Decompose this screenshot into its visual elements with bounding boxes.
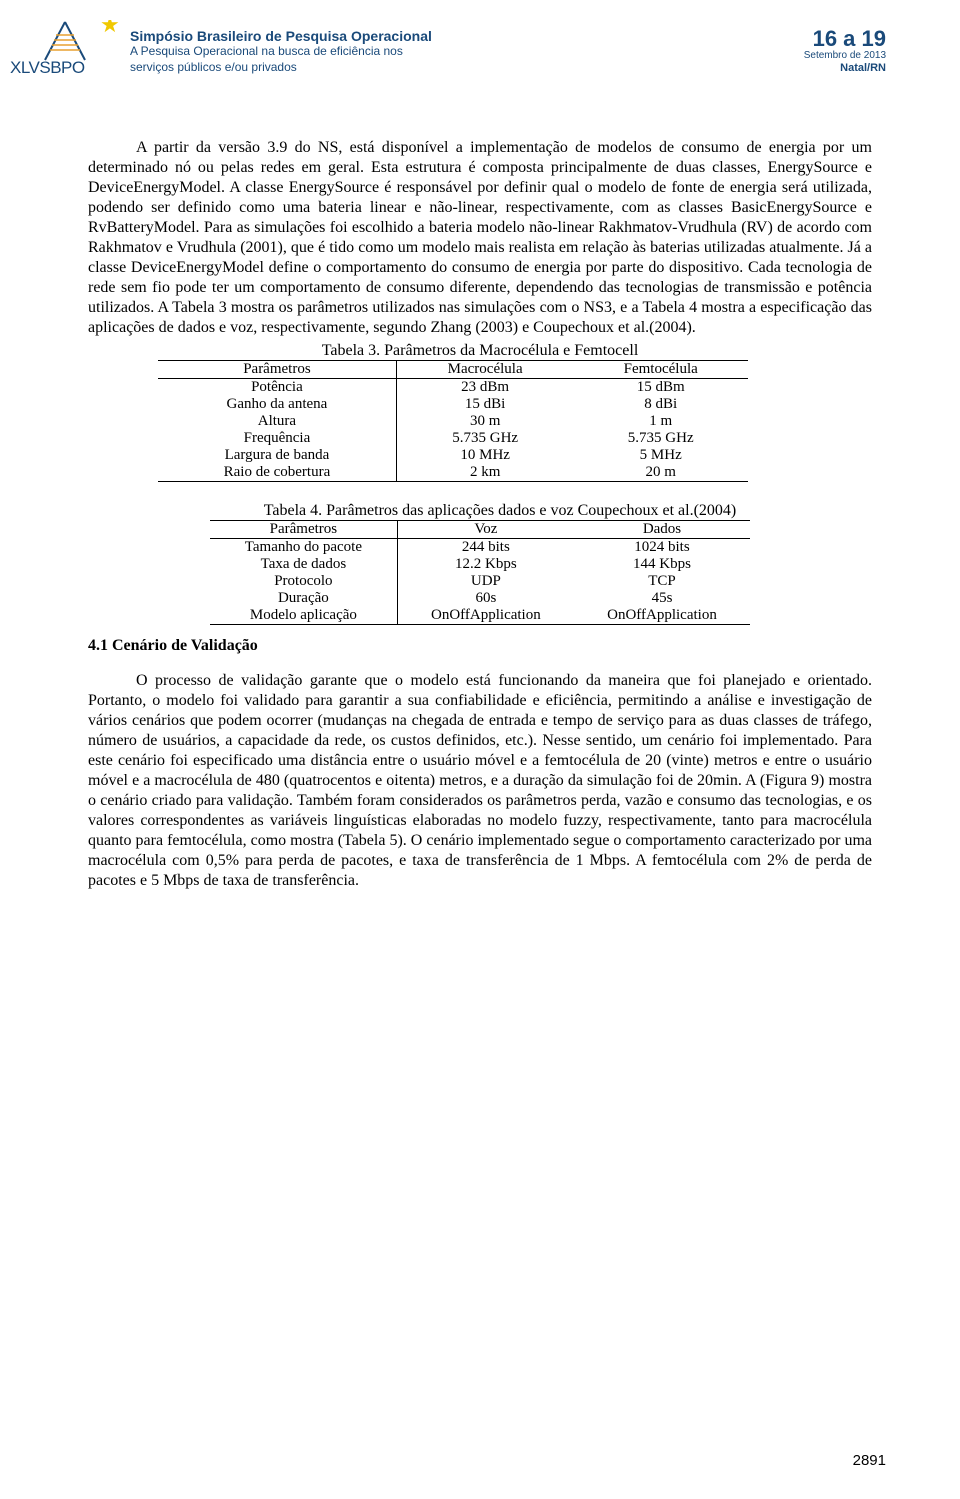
header-right: 16 a 19 Setembro de 2013 Natal/RN (804, 18, 886, 74)
table-row: Duração60s45s (210, 590, 750, 607)
table-row: Taxa de dados12.2 Kbps144 Kbps (210, 556, 750, 573)
header-title-block: Simpósio Brasileiro de Pesquisa Operacio… (130, 18, 432, 75)
paragraph-1: A partir da versão 3.9 do NS, está dispo… (88, 138, 872, 338)
table3-h0: Parâmetros (158, 361, 396, 379)
table-row: ProtocoloUDPTCP (210, 573, 750, 590)
page-content: A partir da versão 3.9 do NS, está dispo… (0, 88, 960, 891)
table4: Parâmetros Voz Dados Tamanho do pacote24… (210, 520, 750, 625)
table-row: Potência23 dBm15 dBm (158, 379, 748, 397)
table3-body: Potência23 dBm15 dBm Ganho da antena15 d… (158, 379, 748, 482)
table3-h2: Femtocélula (573, 361, 748, 379)
table3-caption: Tabela 3. Parâmetros da Macrocélula e Fe… (88, 342, 872, 360)
logo-text: XLVSBPO (10, 58, 85, 78)
table3-h1: Macrocélula (396, 361, 573, 379)
table-row: Largura de banda10 MHz5 MHz (158, 447, 748, 464)
table4-h1: Voz (397, 521, 574, 539)
table-row: Frequência5.735 GHz5.735 GHz (158, 430, 748, 447)
table4-body: Tamanho do pacote244 bits1024 bits Taxa … (210, 539, 750, 625)
page-number: 2891 (853, 1452, 886, 1469)
conference-logo: ★ XLVSBPO (10, 18, 120, 78)
event-month: Setembro de 2013 (804, 50, 886, 62)
event-location: Natal/RN (804, 62, 886, 74)
table-row: Ganho da antena15 dBi8 dBi (158, 396, 748, 413)
conference-subtitle-1: A Pesquisa Operacional na busca de efici… (130, 44, 432, 60)
paragraph-2: O processo de validação garante que o mo… (88, 671, 872, 891)
table4-caption: Tabela 4. Parâmetros das aplicações dado… (128, 502, 872, 520)
table-row: Tamanho do pacote244 bits1024 bits (210, 539, 750, 557)
table4-h0: Parâmetros (210, 521, 397, 539)
table3-header-row: Parâmetros Macrocélula Femtocélula (158, 361, 748, 379)
svg-text:★: ★ (100, 20, 120, 37)
page-header: ★ XLVSBPO Simpósio Brasileiro de Pesquis… (0, 0, 960, 88)
table-row: Altura30 m1 m (158, 413, 748, 430)
header-left: ★ XLVSBPO Simpósio Brasileiro de Pesquis… (10, 18, 432, 78)
table3: Parâmetros Macrocélula Femtocélula Potên… (158, 360, 748, 482)
table-row: Modelo aplicaçãoOnOffApplicationOnOffApp… (210, 607, 750, 625)
section-heading: 4.1 Cenário de Validação (88, 637, 872, 655)
conference-title: Simpósio Brasileiro de Pesquisa Operacio… (130, 28, 432, 44)
event-date: 16 a 19 (804, 28, 886, 50)
table4-h2: Dados (574, 521, 750, 539)
table4-header-row: Parâmetros Voz Dados (210, 521, 750, 539)
conference-subtitle-2: serviços públicos e/ou privados (130, 60, 432, 76)
table-row: Raio de cobertura2 km20 m (158, 464, 748, 482)
